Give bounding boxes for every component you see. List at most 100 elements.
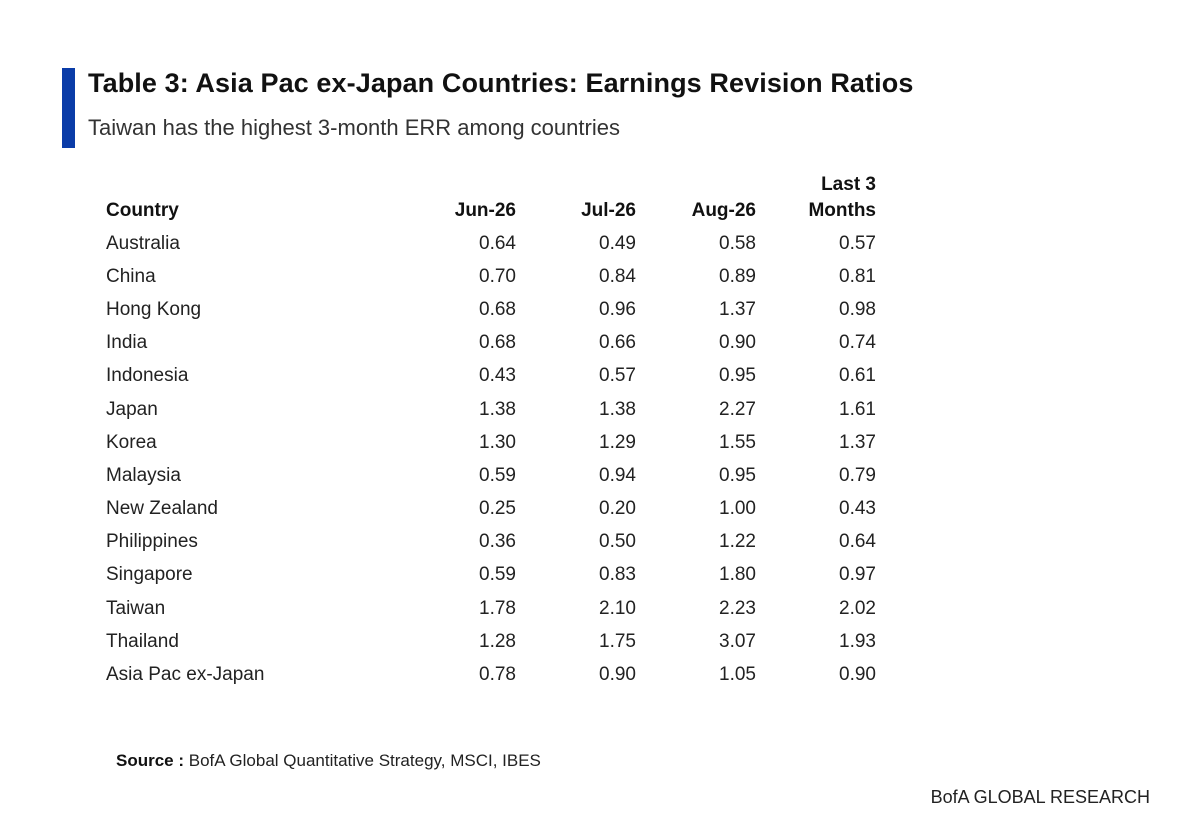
table-row: Malaysia 0.59 0.94 0.95 0.79: [98, 459, 876, 492]
cell-country: Malaysia: [106, 464, 181, 486]
cell-last-3-months: 0.98: [839, 298, 876, 320]
cell-country: India: [106, 332, 148, 354]
table-body: Australia 0.64 0.49 0.58 0.57 China 0.70 0.84 0.…: [98, 227, 876, 692]
cell-country: Philippines: [106, 531, 198, 553]
cell-jul-26: 0.20: [599, 498, 636, 520]
cell-jun-26: 0.78: [479, 664, 516, 686]
cell-last-3-months: 0.79: [839, 464, 876, 486]
cell-aug-26: 3.07: [719, 630, 756, 652]
cell-country: Hong Kong: [106, 298, 202, 320]
cell-aug-26: 0.58: [719, 232, 756, 254]
cell-jul-26: 0.50: [599, 531, 636, 553]
header-jul-26: Jul-26: [581, 200, 636, 221]
cell-country: Korea: [106, 431, 157, 453]
cell-jun-26: 0.59: [479, 564, 516, 586]
cell-last-3-months: 0.64: [839, 531, 876, 553]
cell-aug-26: 2.23: [719, 597, 756, 619]
source-text: BofA Global Quantitative Strategy, MSCI,…: [188, 751, 541, 770]
cell-jun-26: 1.78: [479, 597, 516, 619]
table-row: Asia Pac ex-Japan 0.78 0.90 1.05 0.90: [98, 658, 876, 691]
header-row: Country Jun-26 Jul-26 Aug-26 Last 3 Month…: [98, 172, 876, 227]
header-jun-26: Jun-26: [454, 200, 516, 221]
cell-jul-26: 1.29: [599, 431, 636, 453]
cell-country: New Zealand: [106, 498, 218, 520]
cell-last-3-months: 1.37: [839, 431, 876, 453]
cell-country: Thailand: [106, 630, 179, 652]
cell-last-3-months: 0.97: [839, 564, 876, 586]
cell-jun-26: 0.36: [479, 531, 516, 553]
cell-aug-26: 1.05: [719, 664, 756, 686]
header-last-3-line1: Last 3: [821, 174, 876, 195]
table-row: Thailand 1.28 1.75 3.07 1.93: [98, 625, 876, 658]
cell-jul-26: 0.49: [599, 232, 636, 254]
table-row: Australia 0.64 0.49 0.58 0.57: [98, 227, 876, 260]
cell-jul-26: 0.57: [599, 365, 636, 387]
cell-aug-26: 1.00: [719, 498, 756, 520]
source-label: Source :: [116, 751, 185, 770]
cell-country: Indonesia: [106, 365, 189, 387]
cell-last-3-months: 0.90: [839, 664, 876, 686]
cell-jun-26: 0.68: [479, 332, 516, 354]
cell-jul-26: 2.10: [599, 597, 636, 619]
cell-jul-26: 1.75: [599, 630, 636, 652]
cell-jun-26: 1.30: [479, 431, 516, 453]
cell-aug-26: 0.89: [719, 265, 756, 287]
cell-jun-26: 0.25: [479, 498, 516, 520]
cell-last-3-months: 0.43: [839, 498, 876, 520]
cell-jun-26: 0.59: [479, 464, 516, 486]
table-row: Hong Kong 0.68 0.96 1.37 0.98: [98, 293, 876, 326]
cell-aug-26: 1.55: [719, 431, 756, 453]
cell-last-3-months: 1.61: [839, 398, 876, 420]
cell-jun-26: 0.43: [479, 365, 516, 387]
cell-country: Japan: [106, 398, 158, 420]
cell-jul-26: 1.38: [599, 398, 636, 420]
cell-jun-26: 0.64: [479, 232, 516, 254]
cell-jul-26: 0.83: [599, 564, 636, 586]
table-row: Korea 1.30 1.29 1.55 1.37: [98, 426, 876, 459]
brand-footer: BofA GLOBAL RESEARCH: [930, 787, 1150, 807]
cell-country: China: [106, 265, 156, 287]
cell-last-3-months: 0.57: [839, 232, 876, 254]
table-subtitle: Taiwan has the highest 3-month ERR among…: [88, 115, 620, 140]
cell-country: Singapore: [106, 564, 193, 586]
source-note: Source : BofA Global Quantitative Strate…: [116, 751, 541, 771]
cell-jul-26: 0.84: [599, 265, 636, 287]
cell-last-3-months: 1.93: [839, 630, 876, 652]
cell-country: Australia: [106, 232, 180, 254]
cell-country: Asia Pac ex-Japan: [106, 664, 265, 686]
cell-jun-26: 1.38: [479, 398, 516, 420]
cell-last-3-months: 0.61: [839, 365, 876, 387]
header-last-3-months: Last 3 Months: [756, 172, 876, 227]
cell-jun-26: 0.70: [479, 265, 516, 287]
cell-last-3-months: 0.74: [839, 332, 876, 354]
cell-jul-26: 0.96: [599, 298, 636, 320]
cell-aug-26: 1.37: [719, 298, 756, 320]
table-row: Japan 1.38 1.38 2.27 1.61: [98, 393, 876, 426]
table-row: Indonesia 0.43 0.57 0.95 0.61: [98, 360, 876, 393]
table-row: India 0.68 0.66 0.90 0.74: [98, 327, 876, 360]
table-row: New Zealand 0.25 0.20 1.00 0.43: [98, 493, 876, 526]
cell-aug-26: 2.27: [719, 398, 756, 420]
header-country: Country: [106, 200, 179, 221]
cell-aug-26: 1.22: [719, 531, 756, 553]
cell-jul-26: 0.90: [599, 664, 636, 686]
header-aug-26: Aug-26: [691, 200, 756, 221]
cell-jul-26: 0.66: [599, 332, 636, 354]
cell-last-3-months: 2.02: [839, 597, 876, 619]
table-row: Taiwan 1.78 2.10 2.23 2.02: [98, 592, 876, 625]
cell-aug-26: 1.80: [719, 564, 756, 586]
cell-last-3-months: 0.81: [839, 265, 876, 287]
title-accent-bar: [62, 68, 75, 148]
table-title: Table 3: Asia Pac ex-Japan Countries: Ea…: [88, 68, 914, 98]
cell-aug-26: 0.90: [719, 332, 756, 354]
earnings-revision-table: Country Jun-26 Jul-26 Aug-26 Last 3 Month…: [98, 172, 876, 692]
cell-aug-26: 0.95: [719, 464, 756, 486]
cell-jun-26: 1.28: [479, 630, 516, 652]
header-last-3-line2: Months: [808, 200, 876, 221]
table-row: Singapore 0.59 0.83 1.80 0.97: [98, 559, 876, 592]
table-row: Philippines 0.36 0.50 1.22 0.64: [98, 526, 876, 559]
cell-jun-26: 0.68: [479, 298, 516, 320]
cell-jul-26: 0.94: [599, 464, 636, 486]
table-row: China 0.70 0.84 0.89 0.81: [98, 260, 876, 293]
cell-country: Taiwan: [106, 597, 166, 619]
